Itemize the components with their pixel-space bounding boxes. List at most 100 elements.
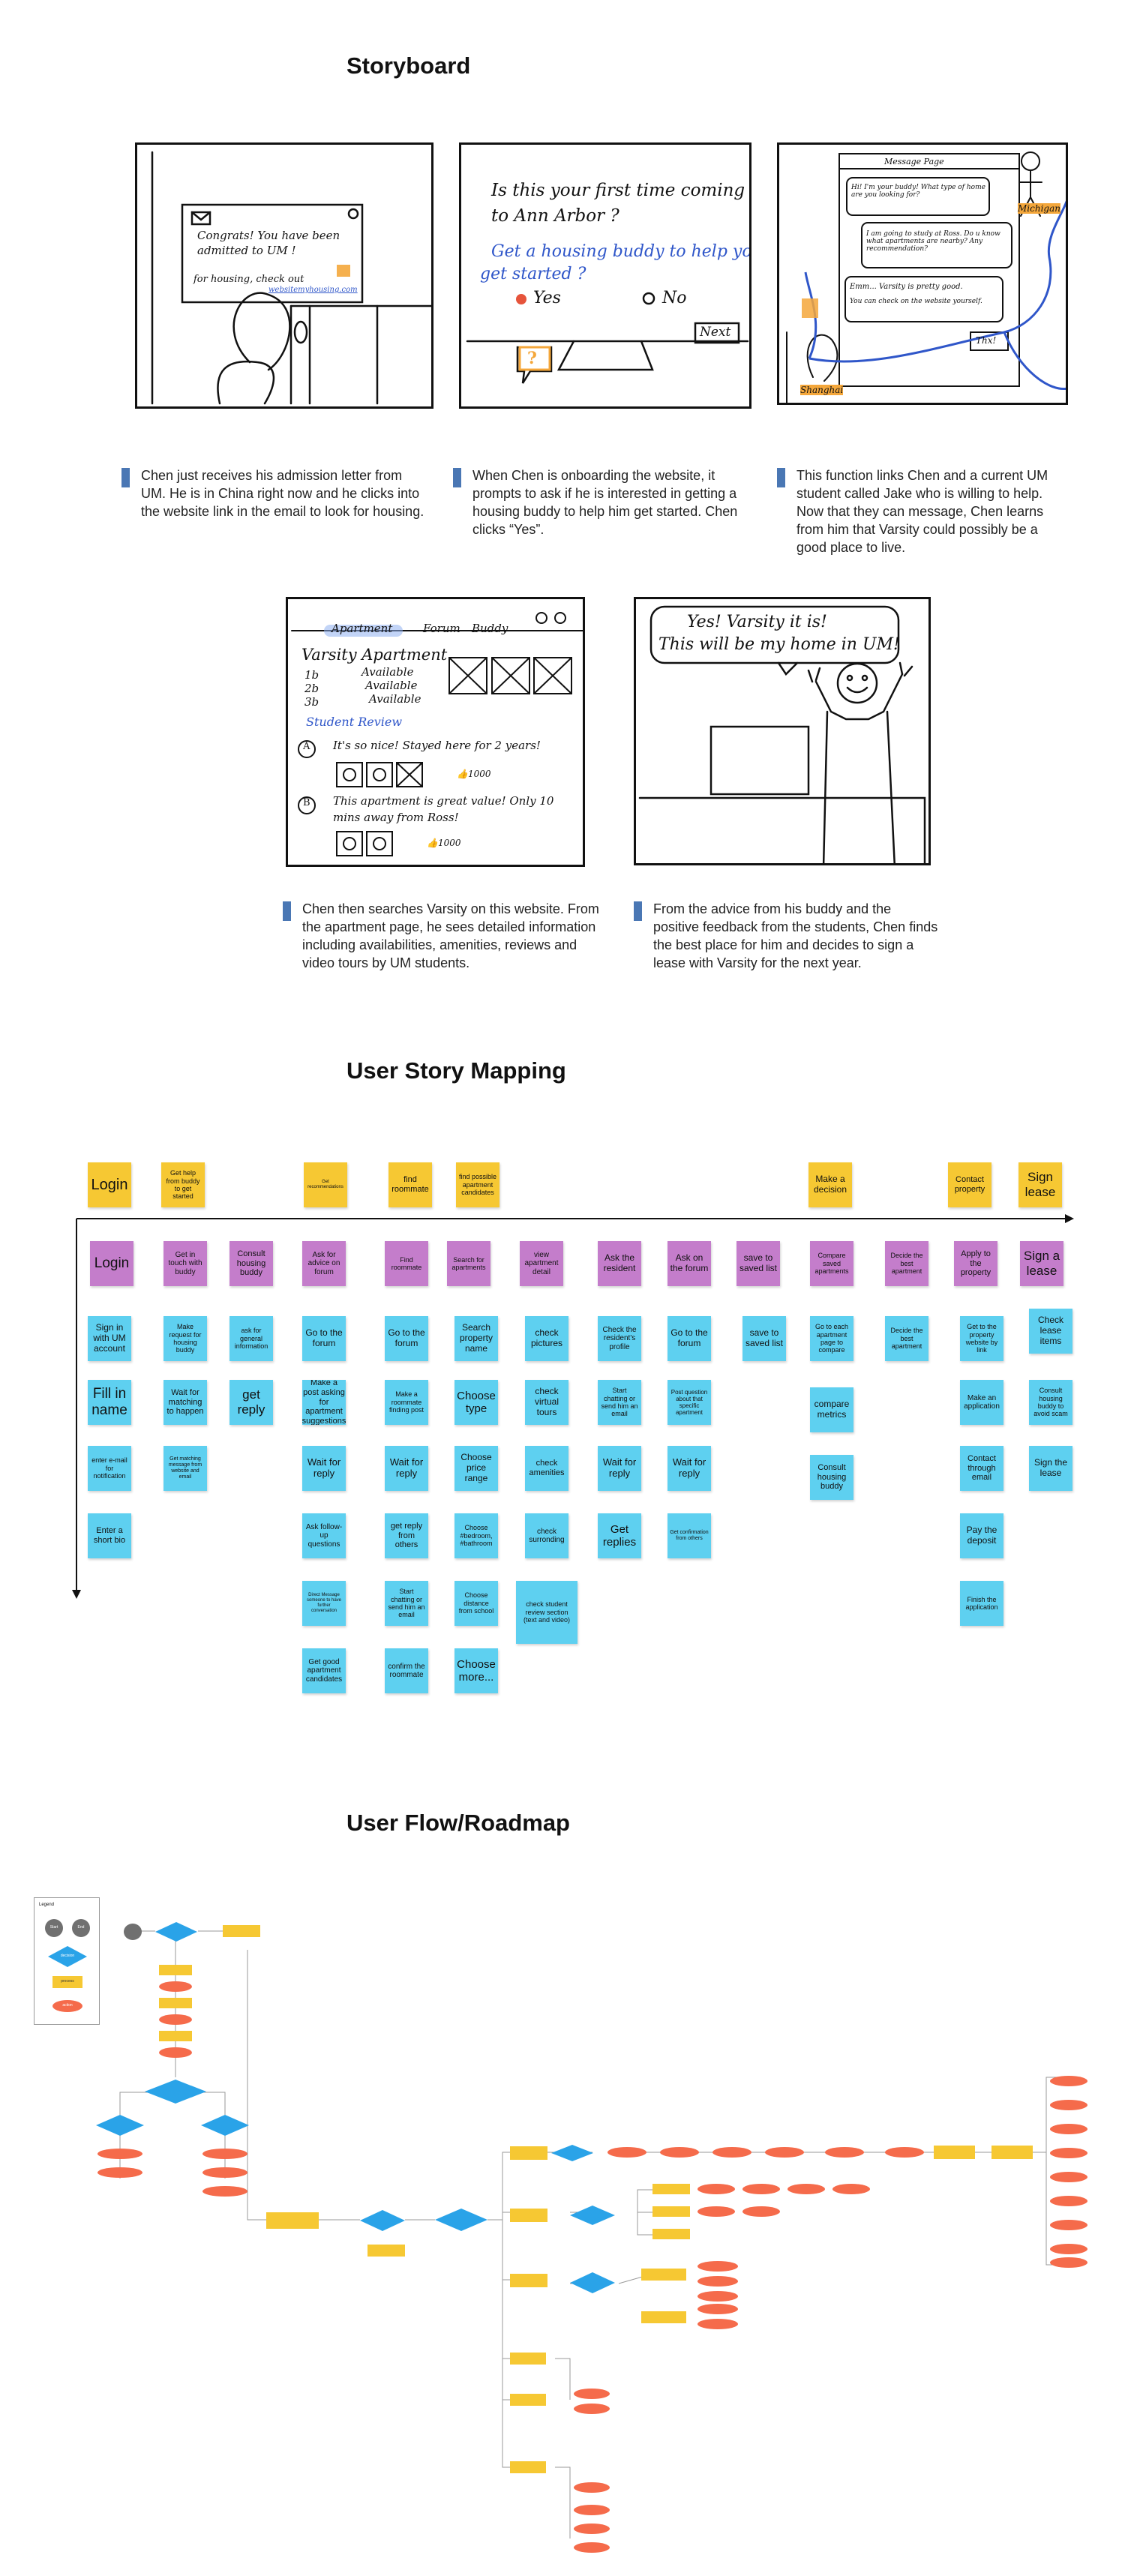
story-sticky-note: Go to the forum (668, 1316, 711, 1361)
story-sticky-note: Go to the forum (385, 1316, 428, 1361)
letter-link[interactable]: websitemyhousing.com (268, 286, 358, 294)
story-sticky-note: Finish the application (960, 1581, 1004, 1626)
activity-sticky-note: Contact property (948, 1162, 992, 1207)
story-sticky-note: check amenities (525, 1446, 568, 1491)
apartment-title: Varsity Apartment (302, 646, 448, 664)
activity-sticky-note: find roommate (388, 1162, 432, 1207)
flow-action-node (698, 2261, 738, 2272)
next-button[interactable]: Next (700, 325, 731, 340)
flow-action-node (698, 2184, 735, 2194)
thumb-up-icon[interactable]: 👍 (457, 769, 468, 779)
flow-action-node (98, 2149, 142, 2159)
story-sticky-note: Wait for matching to happen (164, 1380, 207, 1425)
story-sticky-note: Search property name (454, 1316, 498, 1361)
story-sticky-note: Check the resident's profile (598, 1316, 641, 1361)
flow-action-node (159, 2047, 192, 2058)
flow-action-node (98, 2167, 142, 2178)
legend-end: End (72, 1919, 90, 1937)
legend-process: process (52, 1976, 82, 1988)
user-flow-title: User Flow/Roadmap (346, 1810, 570, 1836)
flow-process-node (641, 2311, 686, 2323)
storyboard-panel-2: Is this your first time coming to Ann Ar… (459, 142, 752, 409)
story-sticky-note: Post question about that specific apartm… (668, 1380, 711, 1425)
tab-forum[interactable]: Forum (423, 622, 460, 635)
flow-process-node (368, 2245, 405, 2257)
flow-connector (488, 2152, 510, 2221)
story-sticky-note: Choose distance from school (454, 1581, 498, 1626)
flow-action-node (1050, 2196, 1088, 2206)
story-sticky-note: check pictures (525, 1316, 568, 1361)
flow-process-node (652, 2206, 690, 2217)
flow-action-node (742, 2184, 780, 2194)
story-sticky-note: check student review section (text and v… (516, 1581, 578, 1644)
flow-decision-node (570, 2272, 615, 2293)
flow-action-node (1050, 2100, 1088, 2110)
story-sticky-note: Make an application (960, 1380, 1004, 1425)
review-a-marker: A (303, 741, 310, 752)
student-review-heading: Student Review (306, 715, 403, 729)
story-sticky-note: Wait for reply (385, 1446, 428, 1491)
flow-action-node (574, 2389, 610, 2399)
flow-action-node (712, 2147, 752, 2158)
flow-action-node (202, 2167, 248, 2178)
flow-process-node (159, 1965, 192, 1975)
flow-action-node (574, 2404, 610, 2414)
flow-action-node (788, 2184, 825, 2194)
story-sticky-note: Get replies (598, 1513, 641, 1558)
flow-connector (502, 2220, 510, 2281)
story-sticky-note: Contact through email (960, 1446, 1004, 1491)
onboard-question-2: to Ann Arbor ? (491, 206, 620, 226)
flow-legend: Legend Start End decision process action (34, 1897, 100, 2025)
no-option[interactable]: No (662, 289, 687, 307)
story-sticky-note: check surronding (525, 1513, 568, 1558)
story-sticky-note: confirm the roommate (385, 1648, 428, 1693)
unit-1b: 1b (304, 668, 320, 682)
flow-connector (1031, 2077, 1061, 2153)
flow-action-node (698, 2304, 738, 2314)
tab-apartment[interactable]: Apartment (332, 622, 393, 635)
flow-action-node (698, 2206, 735, 2217)
flow-process-node (934, 2146, 975, 2159)
legend-action: action (52, 2000, 82, 2012)
story-sticky-note: Ask follow-up questions (302, 1513, 346, 1558)
story-sticky-note: enter e-mail for notification (88, 1446, 131, 1491)
story-sticky-note: Start chatting or send him an email (598, 1380, 641, 1425)
thanks-bubble: Thx! (976, 335, 997, 346)
question-mark-icon: ? (527, 349, 537, 368)
story-sticky-note: Get to the property website by link (960, 1316, 1004, 1361)
story-sticky-note: Get good apartment candidates (302, 1648, 346, 1693)
panel-5-sketch (638, 605, 926, 863)
story-sticky-note: Choose #bedroom, #bathroom (454, 1513, 498, 1558)
flow-process-node (510, 2274, 548, 2287)
flow-start-node (124, 1924, 142, 1940)
flow-action-node (1050, 2257, 1088, 2268)
storyboard-caption-5: From the advice from his buddy and the p… (634, 900, 938, 972)
review-b-text-2: mins away from Ross! (333, 811, 459, 824)
thumb-up-icon[interactable]: 👍 (427, 838, 438, 848)
story-sticky-note: get reply from others (385, 1513, 428, 1558)
speech-line-2: This will be my home in UM! (658, 635, 900, 654)
storyboard-caption-2: When Chen is onboarding the website, it … (453, 466, 754, 538)
story-sticky-note: Choose price range (454, 1446, 498, 1491)
onboard-question-4: get started ? (480, 265, 586, 283)
yes-option[interactable]: Yes (533, 289, 561, 307)
flow-process-node (266, 2212, 319, 2229)
flow-action-node (698, 2276, 738, 2287)
review-b-likes: 👍1000 (427, 838, 461, 848)
story-sticky-note: Get confirmation from others (668, 1513, 711, 1558)
speech-line-1: Yes! Varsity it is! (687, 613, 827, 631)
panel-4-sketch (291, 612, 583, 856)
task-sticky-note: Get in touch with buddy (164, 1241, 207, 1286)
onboard-question-3: Get a housing buddy to help you (491, 242, 752, 261)
story-sticky-note: Enter a short bio (88, 1513, 131, 1558)
flow-action-node (832, 2184, 870, 2194)
onboard-question-1: Is this your first time coming (491, 181, 746, 200)
story-sticky-note: Fill in name (88, 1380, 131, 1425)
tab-buddy[interactable]: Buddy (472, 622, 508, 635)
michigan-label: Michigan (1018, 203, 1060, 214)
flow-decision-node (551, 2145, 593, 2161)
flow-action-node (159, 1981, 192, 1992)
availability-3b: Available (369, 692, 422, 706)
flow-action-node (1050, 2124, 1088, 2134)
